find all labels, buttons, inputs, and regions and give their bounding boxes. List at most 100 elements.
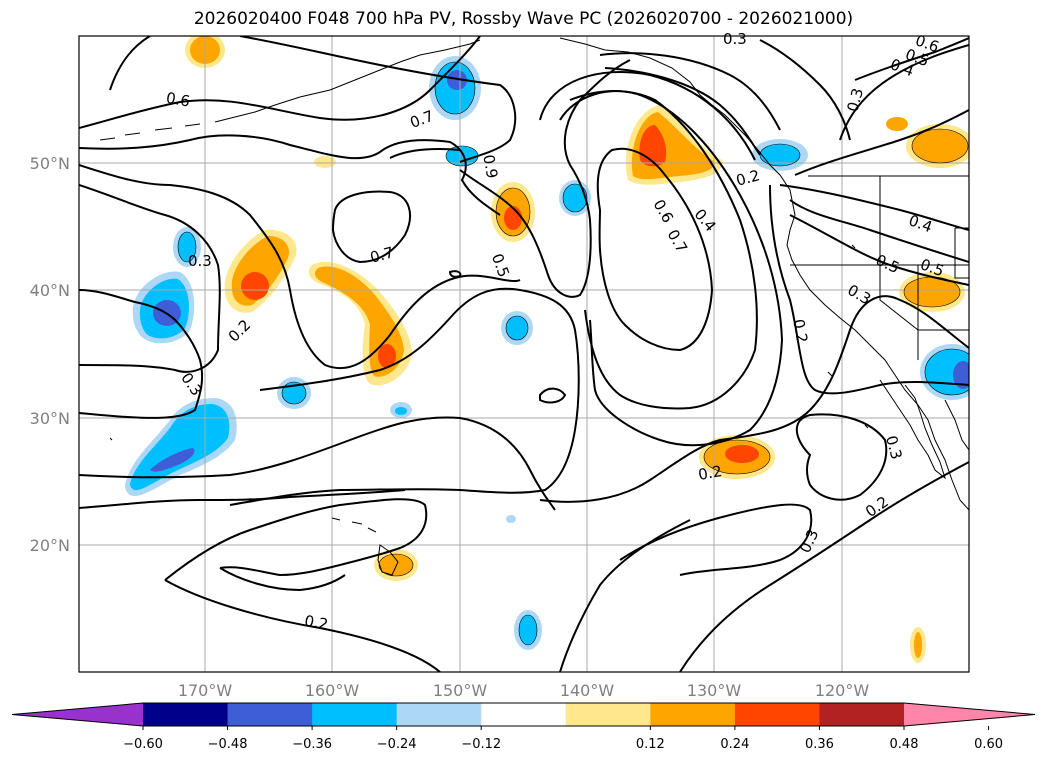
pv-contour — [769, 184, 969, 395]
contour-label: 0.4 — [691, 205, 720, 235]
negative-anomaly — [519, 615, 537, 645]
colorbar-segment — [565, 703, 651, 726]
pv-contour — [79, 289, 204, 419]
positive-anomaly — [314, 156, 336, 168]
pv-contour — [79, 134, 501, 216]
pv-contour — [559, 90, 784, 447]
pv-contour — [79, 416, 556, 511]
pc-shading — [125, 36, 969, 663]
contour-label: 0.3 — [188, 252, 212, 270]
lat-label: 30°N — [30, 409, 70, 428]
contour-label: 0.5 — [873, 251, 902, 277]
colorbar-tick-label: 0.36 — [805, 737, 834, 752]
contour-label: 0.3 — [843, 86, 867, 114]
contour-labels: 0.6 0.7 0.9 0.3 0.2 0.7 0.5 0.3 0.6 0.7 … — [165, 30, 947, 634]
negative-anomaly — [150, 448, 195, 472]
contour-label: 0.3 — [882, 434, 906, 462]
colorbar-segment — [143, 703, 229, 726]
negative-anomaly — [282, 382, 306, 404]
pv-contour — [448, 270, 462, 278]
coastlines — [99, 37, 969, 576]
colorbar-segment — [312, 703, 398, 726]
mexico-coast — [944, 399, 969, 451]
map-title: 2026020400 F048 700 hPa PV, Rossby Wave … — [193, 9, 854, 29]
negative-anomaly — [506, 316, 528, 340]
positive-anomaly — [725, 445, 759, 463]
baja-california — [879, 379, 946, 480]
pv-contour — [389, 59, 631, 298]
colorbar-segment — [734, 703, 820, 726]
positive-anomaly — [378, 344, 396, 368]
lat-label: 50°N — [30, 154, 70, 173]
contour-label: 0.3 — [844, 281, 874, 309]
pv-contour — [559, 519, 691, 672]
pv-contour — [79, 184, 221, 373]
colorbar-segment — [481, 703, 567, 726]
map-frame — [78, 35, 970, 673]
lon-label: 130°W — [687, 681, 742, 700]
pv-contour — [794, 109, 969, 176]
pv-contour — [596, 147, 714, 352]
positive-anomaly — [379, 554, 413, 576]
longitude-labels: 170°W 160°W 150°W 140°W 130°W 120°W — [178, 681, 870, 700]
contour-label: 0.5 — [488, 251, 513, 280]
positive-anomaly — [241, 272, 269, 300]
pv-contour — [599, 52, 781, 131]
contour-label: 0.2 — [862, 492, 892, 520]
negative-anomaly — [953, 361, 969, 389]
colorbar-segment — [227, 703, 313, 726]
pv-contour — [539, 387, 567, 404]
hawaii-islands — [331, 517, 399, 576]
pv-contour — [779, 184, 969, 231]
negative-anomaly — [395, 407, 407, 415]
contour-label: 0.6 — [650, 196, 678, 226]
negative-anomaly — [760, 144, 800, 166]
lon-label: 150°W — [433, 681, 488, 700]
pv-contour — [79, 164, 521, 370]
colorbar-tick-label: −0.36 — [292, 737, 332, 752]
pv-contour — [795, 413, 888, 501]
pv-contour — [839, 44, 969, 141]
contour-label: 0.2 — [225, 316, 255, 346]
contour-label: 0.2 — [303, 612, 330, 634]
colorbar-tick-label: 0.48 — [890, 737, 919, 752]
pv-contour — [164, 579, 441, 672]
colorbar: −0.60 −0.48 −0.36 −0.24 −0.12 0.12 0.24 0.36 0.4… — [11, 702, 1036, 752]
west-coast — [786, 199, 969, 511]
contour-label: 0.4 — [906, 211, 935, 236]
negative-anomaly — [563, 184, 587, 212]
positive-anomaly — [912, 129, 968, 163]
negative-anomaly — [447, 70, 467, 90]
pv-contour — [789, 199, 969, 263]
contour-label: 0.3 — [796, 527, 822, 556]
colorbar-tick-label: −0.60 — [123, 737, 163, 752]
colorbar-extend-max — [904, 703, 1035, 726]
misc-coast — [109, 244, 869, 441]
colorbar-tick-label: 0.12 — [636, 737, 665, 752]
contour-label: 0.2 — [734, 166, 762, 190]
positive-anomaly — [886, 117, 908, 131]
gridlines — [79, 36, 969, 672]
lat-label: 20°N — [30, 536, 70, 555]
colorbar-tick-label: −0.24 — [377, 737, 417, 752]
colorbar-extend-min — [12, 703, 143, 726]
contour-label: 0.6 — [165, 89, 192, 111]
pv-contours — [79, 36, 969, 672]
pv-contour — [109, 36, 517, 163]
pv-contour — [229, 287, 580, 506]
lon-label: 160°W — [305, 681, 360, 700]
colorbar-segment — [396, 703, 482, 726]
colorbar-segment — [650, 703, 736, 726]
pv-contour — [331, 190, 411, 264]
pv-contour — [604, 67, 761, 156]
contour-label: 0.7 — [368, 243, 396, 267]
lon-label: 120°W — [815, 681, 870, 700]
lon-label: 170°W — [178, 681, 233, 700]
contour-label: 0.2 — [789, 318, 811, 345]
pv-contour — [569, 90, 758, 410]
contour-label: 0.3 — [723, 30, 747, 48]
colorbar-segment — [819, 703, 905, 726]
colorbar-tick-label: −0.12 — [461, 737, 501, 752]
contour-label: 0.9 — [479, 153, 501, 180]
